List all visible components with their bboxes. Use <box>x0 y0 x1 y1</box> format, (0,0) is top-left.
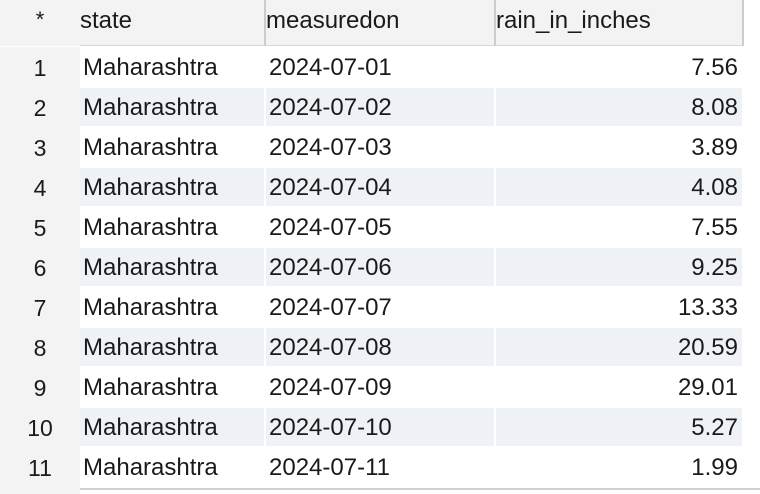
cell-measuredon[interactable]: 2024-07-10 <box>266 408 494 446</box>
cell-measuredon[interactable]: 2024-07-01 <box>266 48 494 86</box>
cell-measuredon[interactable]: 2024-07-09 <box>266 368 494 406</box>
cell-measuredon[interactable]: 2024-07-06 <box>266 248 494 286</box>
header-row: * state measuredon rain_in_inches <box>0 0 760 46</box>
table-body: 1 Maharashtra 2024-07-01 7.56 2 Maharash… <box>0 47 760 487</box>
cell-rain-in-inches[interactable]: 9.25 <box>496 248 742 286</box>
table-row[interactable]: 2 Maharashtra 2024-07-02 8.08 <box>0 87 760 127</box>
row-number[interactable]: 1 <box>0 47 80 87</box>
table-row[interactable]: 6 Maharashtra 2024-07-06 9.25 <box>0 247 760 287</box>
cell-rain-in-inches[interactable]: 29.01 <box>496 368 742 406</box>
cell-state[interactable]: Maharashtra <box>80 168 264 206</box>
cell-rain-in-inches[interactable]: 7.56 <box>496 48 742 86</box>
header-filler <box>744 0 760 46</box>
table-row[interactable]: 9 Maharashtra 2024-07-09 29.01 <box>0 367 760 407</box>
cell-rain-in-inches[interactable]: 5.27 <box>496 408 742 446</box>
cell-measuredon[interactable]: 2024-07-08 <box>266 328 494 366</box>
cell-state[interactable]: Maharashtra <box>80 448 264 486</box>
cell-measuredon[interactable]: 2024-07-05 <box>266 208 494 246</box>
cell-measuredon[interactable]: 2024-07-11 <box>266 448 494 486</box>
row-number[interactable]: 9 <box>0 367 80 407</box>
cell-rain-in-inches[interactable]: 7.55 <box>496 208 742 246</box>
table-row[interactable]: 10 Maharashtra 2024-07-10 5.27 <box>0 407 760 447</box>
cell-measuredon[interactable]: 2024-07-07 <box>266 288 494 326</box>
cell-state[interactable]: Maharashtra <box>80 208 264 246</box>
cell-state[interactable]: Maharashtra <box>80 408 264 446</box>
row-number[interactable]: 7 <box>0 287 80 327</box>
row-number[interactable]: 3 <box>0 127 80 167</box>
cell-state[interactable]: Maharashtra <box>80 328 264 366</box>
cell-rain-in-inches[interactable]: 13.33 <box>496 288 742 326</box>
cell-rain-in-inches[interactable]: 4.08 <box>496 168 742 206</box>
cell-state[interactable]: Maharashtra <box>80 288 264 326</box>
cell-rain-in-inches[interactable]: 3.89 <box>496 128 742 166</box>
cell-rain-in-inches[interactable]: 1.99 <box>496 448 742 486</box>
cell-state[interactable]: Maharashtra <box>80 48 264 86</box>
table-row[interactable]: 11 Maharashtra 2024-07-11 1.99 <box>0 447 760 487</box>
row-number[interactable]: 6 <box>0 247 80 287</box>
column-header-rain-in-inches[interactable]: rain_in_inches <box>496 0 744 46</box>
grid-bottom-border <box>80 488 760 490</box>
select-all-corner[interactable]: * <box>0 0 80 46</box>
row-number[interactable]: 10 <box>0 407 80 447</box>
table-row[interactable]: 8 Maharashtra 2024-07-08 20.59 <box>0 327 760 367</box>
cell-state[interactable]: Maharashtra <box>80 248 264 286</box>
cell-measuredon[interactable]: 2024-07-03 <box>266 128 494 166</box>
table-row[interactable]: 7 Maharashtra 2024-07-07 13.33 <box>0 287 760 327</box>
cell-state[interactable]: Maharashtra <box>80 88 264 126</box>
cell-state[interactable]: Maharashtra <box>80 368 264 406</box>
cell-measuredon[interactable]: 2024-07-02 <box>266 88 494 126</box>
column-header-measuredon[interactable]: measuredon <box>266 0 496 46</box>
row-header-footer <box>0 487 80 494</box>
cell-measuredon[interactable]: 2024-07-04 <box>266 168 494 206</box>
cell-rain-in-inches[interactable]: 20.59 <box>496 328 742 366</box>
row-number[interactable]: 11 <box>0 447 80 487</box>
row-number[interactable]: 8 <box>0 327 80 367</box>
table-row[interactable]: 5 Maharashtra 2024-07-05 7.55 <box>0 207 760 247</box>
table-row[interactable]: 3 Maharashtra 2024-07-03 3.89 <box>0 127 760 167</box>
table-row[interactable]: 4 Maharashtra 2024-07-04 4.08 <box>0 167 760 207</box>
column-header-state[interactable]: state <box>80 0 266 46</box>
table-row[interactable]: 1 Maharashtra 2024-07-01 7.56 <box>0 47 760 87</box>
cell-state[interactable]: Maharashtra <box>80 128 264 166</box>
cell-rain-in-inches[interactable]: 8.08 <box>496 88 742 126</box>
row-number[interactable]: 2 <box>0 87 80 127</box>
row-number[interactable]: 5 <box>0 207 80 247</box>
row-number[interactable]: 4 <box>0 167 80 207</box>
